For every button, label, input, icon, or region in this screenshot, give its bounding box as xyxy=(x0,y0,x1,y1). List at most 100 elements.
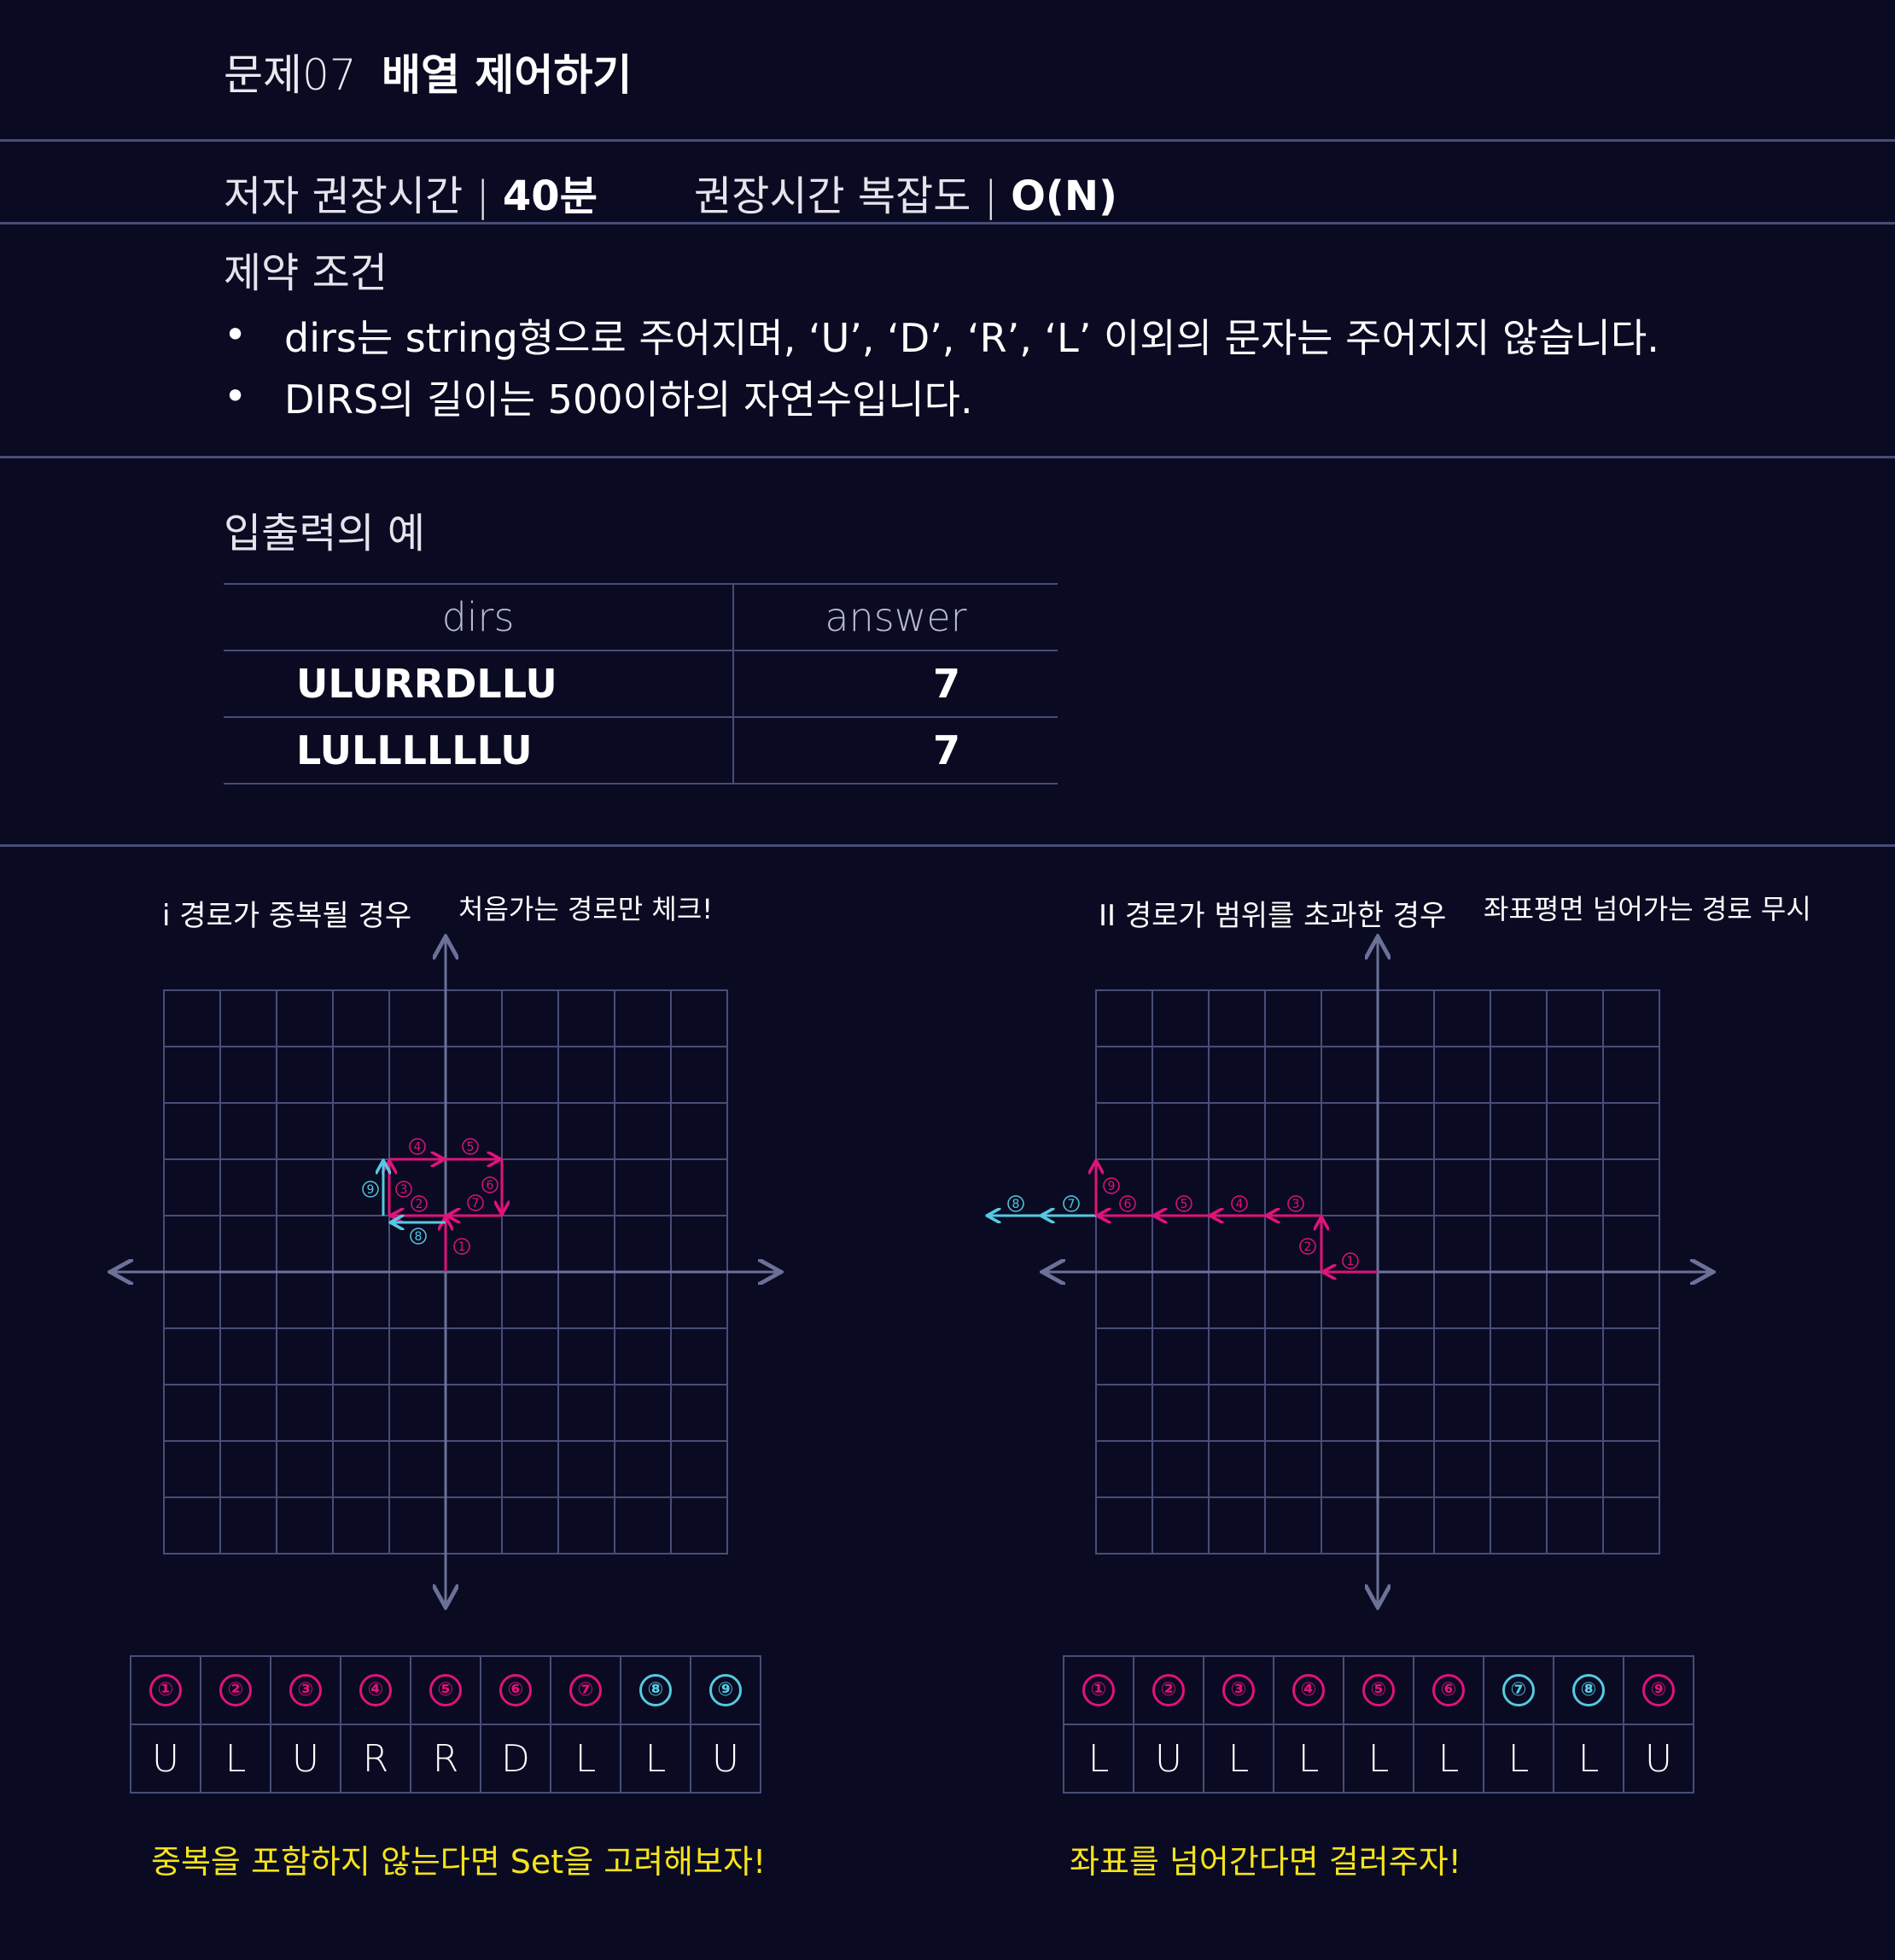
svg-text:1: 1 xyxy=(1347,1255,1355,1269)
divider xyxy=(0,222,1895,225)
left-tip: 중복을 포함하지 않는다면 Set을 고려해보자! xyxy=(151,1843,767,1881)
constraint-item: dirs는 string형으로 주어지며, ‘U’, ‘D’, ‘R’, ‘L’… xyxy=(284,315,1659,361)
svg-text:5: 5 xyxy=(1181,1198,1188,1211)
svg-text:2: 2 xyxy=(1304,1240,1312,1254)
step-cell: ① xyxy=(130,1655,201,1725)
svg-text:4: 4 xyxy=(414,1140,422,1154)
move-letter: U xyxy=(130,1724,201,1794)
step-number: ⑥ xyxy=(499,1674,532,1706)
right-move-sequence: ① ② ③ ④ ⑤ ⑥ ⑦ ⑧ ⑨ L U L L L L L L U xyxy=(1063,1655,1694,1794)
step-cell: ⑧ xyxy=(620,1655,691,1725)
cell-dirs: ULURRDLLU xyxy=(224,650,734,718)
svg-text:8: 8 xyxy=(1012,1198,1020,1211)
step-number: ⑨ xyxy=(709,1674,742,1706)
move-letter: R xyxy=(340,1724,411,1794)
examples-table: dirs answer ULURRDLLU 7 LULLLLLLU 7 xyxy=(224,583,1058,785)
svg-text:1: 1 xyxy=(458,1240,466,1254)
move-letter-row: U L U R R D L L U xyxy=(130,1724,761,1794)
step-cell: ③ xyxy=(270,1655,341,1725)
move-letter: R xyxy=(410,1724,481,1794)
step-number: ⑧ xyxy=(1572,1674,1605,1706)
left-diagram-note: 처음가는 경로만 체크! xyxy=(458,893,714,925)
move-letter-row: L U L L L L L L U xyxy=(1063,1724,1694,1794)
divider xyxy=(0,456,1895,458)
table-row: LULLLLLLU 7 xyxy=(224,716,1058,785)
step-cell: ⑤ xyxy=(410,1655,481,1725)
left-path-step-markers: 1 2 3 4 5 6 7 8 9 xyxy=(362,1138,499,1255)
problem-number: 문제07 xyxy=(224,50,357,100)
cell-dirs: LULLLLLLU xyxy=(224,716,734,785)
cell-answer: 7 xyxy=(733,716,1058,785)
divider xyxy=(0,139,1895,142)
svg-text:4: 4 xyxy=(1236,1198,1244,1211)
step-cell: ② xyxy=(1133,1655,1204,1725)
step-cell: ⑥ xyxy=(480,1655,551,1725)
move-letter: L xyxy=(1203,1724,1274,1794)
move-letter: L xyxy=(1063,1724,1134,1794)
column-header-answer: answer xyxy=(733,583,1058,651)
step-cell: ④ xyxy=(340,1655,411,1725)
move-letter: L xyxy=(1553,1724,1624,1794)
step-number: ⑦ xyxy=(569,1674,602,1706)
svg-text:8: 8 xyxy=(415,1230,423,1244)
step-number: ⑤ xyxy=(429,1674,462,1706)
move-letter: L xyxy=(200,1724,271,1794)
step-number: ⑨ xyxy=(1642,1674,1675,1706)
move-letter: U xyxy=(1133,1724,1204,1794)
right-path xyxy=(988,1162,1378,1272)
examples-title: 입출력의 예 xyxy=(224,510,426,557)
svg-text:7: 7 xyxy=(1068,1198,1076,1211)
recommended-complexity: 권장시간 복잡도 | O(N) xyxy=(694,172,1117,220)
move-letter: L xyxy=(1343,1724,1414,1794)
step-number: ③ xyxy=(289,1674,322,1706)
step-cell: ⑤ xyxy=(1343,1655,1414,1725)
step-number-row: ① ② ③ ④ ⑤ ⑥ ⑦ ⑧ ⑨ xyxy=(1063,1655,1694,1725)
constraints-title: 제약 조건 xyxy=(224,249,388,297)
column-header-dirs: dirs xyxy=(224,583,734,651)
move-letter: L xyxy=(1273,1724,1344,1794)
step-cell: ② xyxy=(200,1655,271,1725)
constraint-item: DIRS의 길이는 500이하의 자연수입니다. xyxy=(284,376,973,423)
step-number: ② xyxy=(219,1674,252,1706)
cell-answer: 7 xyxy=(733,650,1058,718)
step-cell: ⑦ xyxy=(1483,1655,1554,1725)
svg-text:6: 6 xyxy=(487,1179,494,1193)
move-letter: L xyxy=(1483,1724,1554,1794)
step-number: ⑥ xyxy=(1432,1674,1465,1706)
divider xyxy=(0,844,1895,847)
svg-text:6: 6 xyxy=(1124,1198,1132,1211)
svg-text:3: 3 xyxy=(1292,1198,1300,1211)
bullet: • xyxy=(224,373,248,419)
right-tip: 좌표를 넘어간다면 걸러주자! xyxy=(1070,1843,1461,1881)
svg-text:5: 5 xyxy=(467,1140,475,1154)
table-row: ULURRDLLU 7 xyxy=(224,650,1058,718)
table-header-row: dirs answer xyxy=(224,583,1058,651)
step-cell: ① xyxy=(1063,1655,1134,1725)
recommended-time: 저자 권장시간 | 40분 xyxy=(224,172,598,220)
move-letter: U xyxy=(690,1724,761,1794)
step-cell: ⑨ xyxy=(1623,1655,1694,1725)
left-path xyxy=(383,1159,502,1272)
move-letter: L xyxy=(1413,1724,1484,1794)
step-cell: ⑦ xyxy=(550,1655,621,1725)
svg-text:2: 2 xyxy=(416,1198,423,1211)
step-number: ③ xyxy=(1222,1674,1255,1706)
move-letter: D xyxy=(480,1724,551,1794)
move-letter: L xyxy=(620,1724,691,1794)
svg-text:9: 9 xyxy=(367,1183,375,1197)
step-number: ② xyxy=(1152,1674,1185,1706)
svg-text:7: 7 xyxy=(472,1197,480,1210)
step-number: ① xyxy=(149,1674,182,1706)
step-cell: ④ xyxy=(1273,1655,1344,1725)
move-letter: U xyxy=(1623,1724,1694,1794)
step-cell: ⑧ xyxy=(1553,1655,1624,1725)
right-diagram-caption: II 경로가 범위를 초과한 경우 xyxy=(1099,899,1447,933)
left-diagram-caption: i 경로가 중복될 경우 xyxy=(162,899,412,933)
step-number: ⑧ xyxy=(639,1674,672,1706)
svg-text:9: 9 xyxy=(1108,1180,1116,1193)
move-letter: L xyxy=(550,1724,621,1794)
bullet: • xyxy=(224,312,248,358)
step-number-row: ① ② ③ ④ ⑤ ⑥ ⑦ ⑧ ⑨ xyxy=(130,1655,761,1725)
step-cell: ⑥ xyxy=(1413,1655,1484,1725)
